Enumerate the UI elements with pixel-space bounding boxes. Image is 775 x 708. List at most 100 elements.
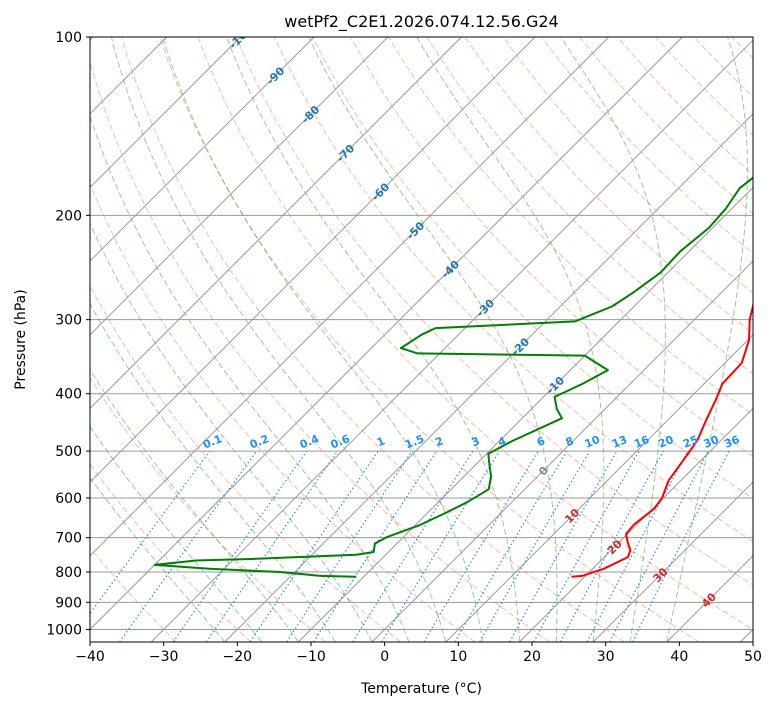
isotherm-line: [90, 37, 610, 557]
mixing-ratio-line: [559, 450, 664, 642]
x-axis-title: Temperature (°C): [360, 681, 482, 697]
mixing-ratio-line: [119, 450, 258, 642]
moist-adiabat-line: [162, 37, 484, 642]
moist-adiabat-line: [416, 37, 605, 642]
dry-adiabat-line: [311, 37, 753, 500]
mixing-ratio-line: [172, 450, 308, 642]
x-tick-label: 50: [744, 649, 762, 665]
isotherm-line: [90, 37, 683, 631]
chart-title: wetPf2_C2E1.2026.074.12.56.G24: [284, 12, 558, 32]
dewpoint-line: [153, 176, 753, 578]
moist-adiabat-line: [226, 37, 520, 642]
mixing-ratio-line: [312, 450, 438, 642]
mixing-ratio-label: 30: [702, 433, 721, 451]
pressure-gridlines: [90, 37, 753, 630]
mixing-ratio-label: 20: [656, 433, 675, 451]
mixing-ratio-line: [632, 450, 730, 642]
mixing-ratio-label: 25: [681, 433, 700, 451]
x-tick-label: 30: [597, 649, 615, 665]
mixing-ratio-label: 4: [496, 434, 508, 449]
y-tick-label: 100: [55, 30, 82, 46]
moist-adiabats: [90, 37, 748, 642]
y-axis-title: Pressure (hPa): [13, 289, 29, 389]
isotherm-line: [224, 113, 753, 642]
x-tick-label: −10: [296, 649, 326, 665]
moist-adiabat-line: [90, 114, 410, 642]
mixing-ratio-label: 8: [564, 434, 576, 449]
mixing-ratio-line: [381, 450, 501, 642]
temperature-line: [571, 301, 753, 578]
x-tick-label: 10: [449, 649, 467, 665]
mixing-ratio-line: [352, 450, 474, 642]
moist-adiabat-line: [90, 476, 226, 642]
mixing-ratio-label: 0.6: [329, 432, 352, 451]
dry-adiabat-line: [90, 376, 327, 642]
isotherm-label: -60: [369, 180, 392, 203]
dry-adiabat-line: [90, 284, 401, 642]
isotherm-line: [90, 37, 536, 483]
y-tick-label: 500: [55, 444, 82, 460]
x-tick-label: −40: [75, 649, 105, 665]
y-tick-label: 900: [55, 595, 82, 611]
isotherm-label: -70: [334, 142, 357, 165]
isotherm-line: [666, 555, 753, 642]
mixing-ratio-label: 6: [535, 434, 547, 449]
dry-adiabat-line: [655, 37, 753, 137]
dry-adiabat-line: [90, 546, 177, 642]
mixing-ratio-lines: [90, 450, 730, 642]
isotherm-line: [519, 407, 753, 642]
dry-adiabat-line: [502, 37, 753, 294]
dry-adiabat-line: [541, 37, 753, 254]
moist-adiabat-line: [90, 425, 262, 642]
isotherm-line: [592, 481, 753, 642]
y-tick-label: 1000: [46, 622, 82, 638]
x-tick-label: −20: [223, 649, 253, 665]
dry-adiabat-line: [197, 37, 753, 630]
isotherms: [90, 37, 753, 642]
mixing-ratio-label: 0.1: [201, 432, 224, 451]
moist-adiabat-line: [110, 37, 447, 642]
mixing-ratio-label: 16: [632, 433, 651, 451]
mixing-ratio-label: 13: [610, 433, 629, 451]
x-tick-label: 0: [380, 649, 389, 665]
y-tick-label: 400: [55, 387, 82, 403]
mixing-ratio-label: 36: [722, 433, 741, 451]
moist-adiabat-line: [90, 368, 299, 642]
isotherm-label: 20: [605, 537, 625, 557]
y-tick-label: 300: [55, 313, 82, 329]
isotherm-line: [150, 39, 753, 642]
plot-frame: [89, 36, 754, 643]
mixing-ratio-line: [205, 450, 338, 642]
isotherm-label: -90: [264, 64, 287, 87]
isotherm-line: [90, 37, 462, 410]
y-tick-label: 800: [55, 565, 82, 581]
mixing-ratio-label: 1: [375, 434, 387, 449]
dry-adiabat-line: [90, 60, 551, 642]
isotherm-line: [90, 37, 315, 262]
dry-adiabat-line: [770, 37, 775, 642]
x-tick-label: −30: [149, 649, 179, 665]
dry-adiabat-line: [426, 37, 753, 375]
isotherm-label: -40: [439, 258, 462, 281]
moist-adiabat-line: [90, 222, 373, 642]
mixing-ratio-line: [249, 450, 379, 642]
isotherm-line: [90, 37, 389, 336]
mixing-ratio-line: [533, 450, 640, 642]
y-tick-label: 700: [55, 531, 82, 547]
isotherm-line: [90, 37, 241, 189]
dry-adiabat-line: [617, 37, 753, 176]
mixing-ratio-label: 1.5: [403, 432, 426, 451]
isotherm-line: [371, 260, 753, 642]
moist-adiabat-line: [560, 37, 666, 642]
mixing-ratio-line: [286, 450, 413, 642]
isotherm-line: [298, 186, 753, 642]
x-axis: −40 −30 −20 −10 0 10 20 30 40 50: [75, 642, 762, 665]
dry-adiabat-line: [388, 37, 753, 416]
mixing-ratio-label: 3: [470, 434, 482, 449]
mixing-ratio-labels: 0.1 0.2 0.4 0.6 1 1.5 2 3 4 6 8 10 13 16 20 25 30 36: [201, 432, 742, 451]
dry-adiabat-line: [693, 37, 753, 98]
mixing-ratio-line: [454, 450, 568, 642]
